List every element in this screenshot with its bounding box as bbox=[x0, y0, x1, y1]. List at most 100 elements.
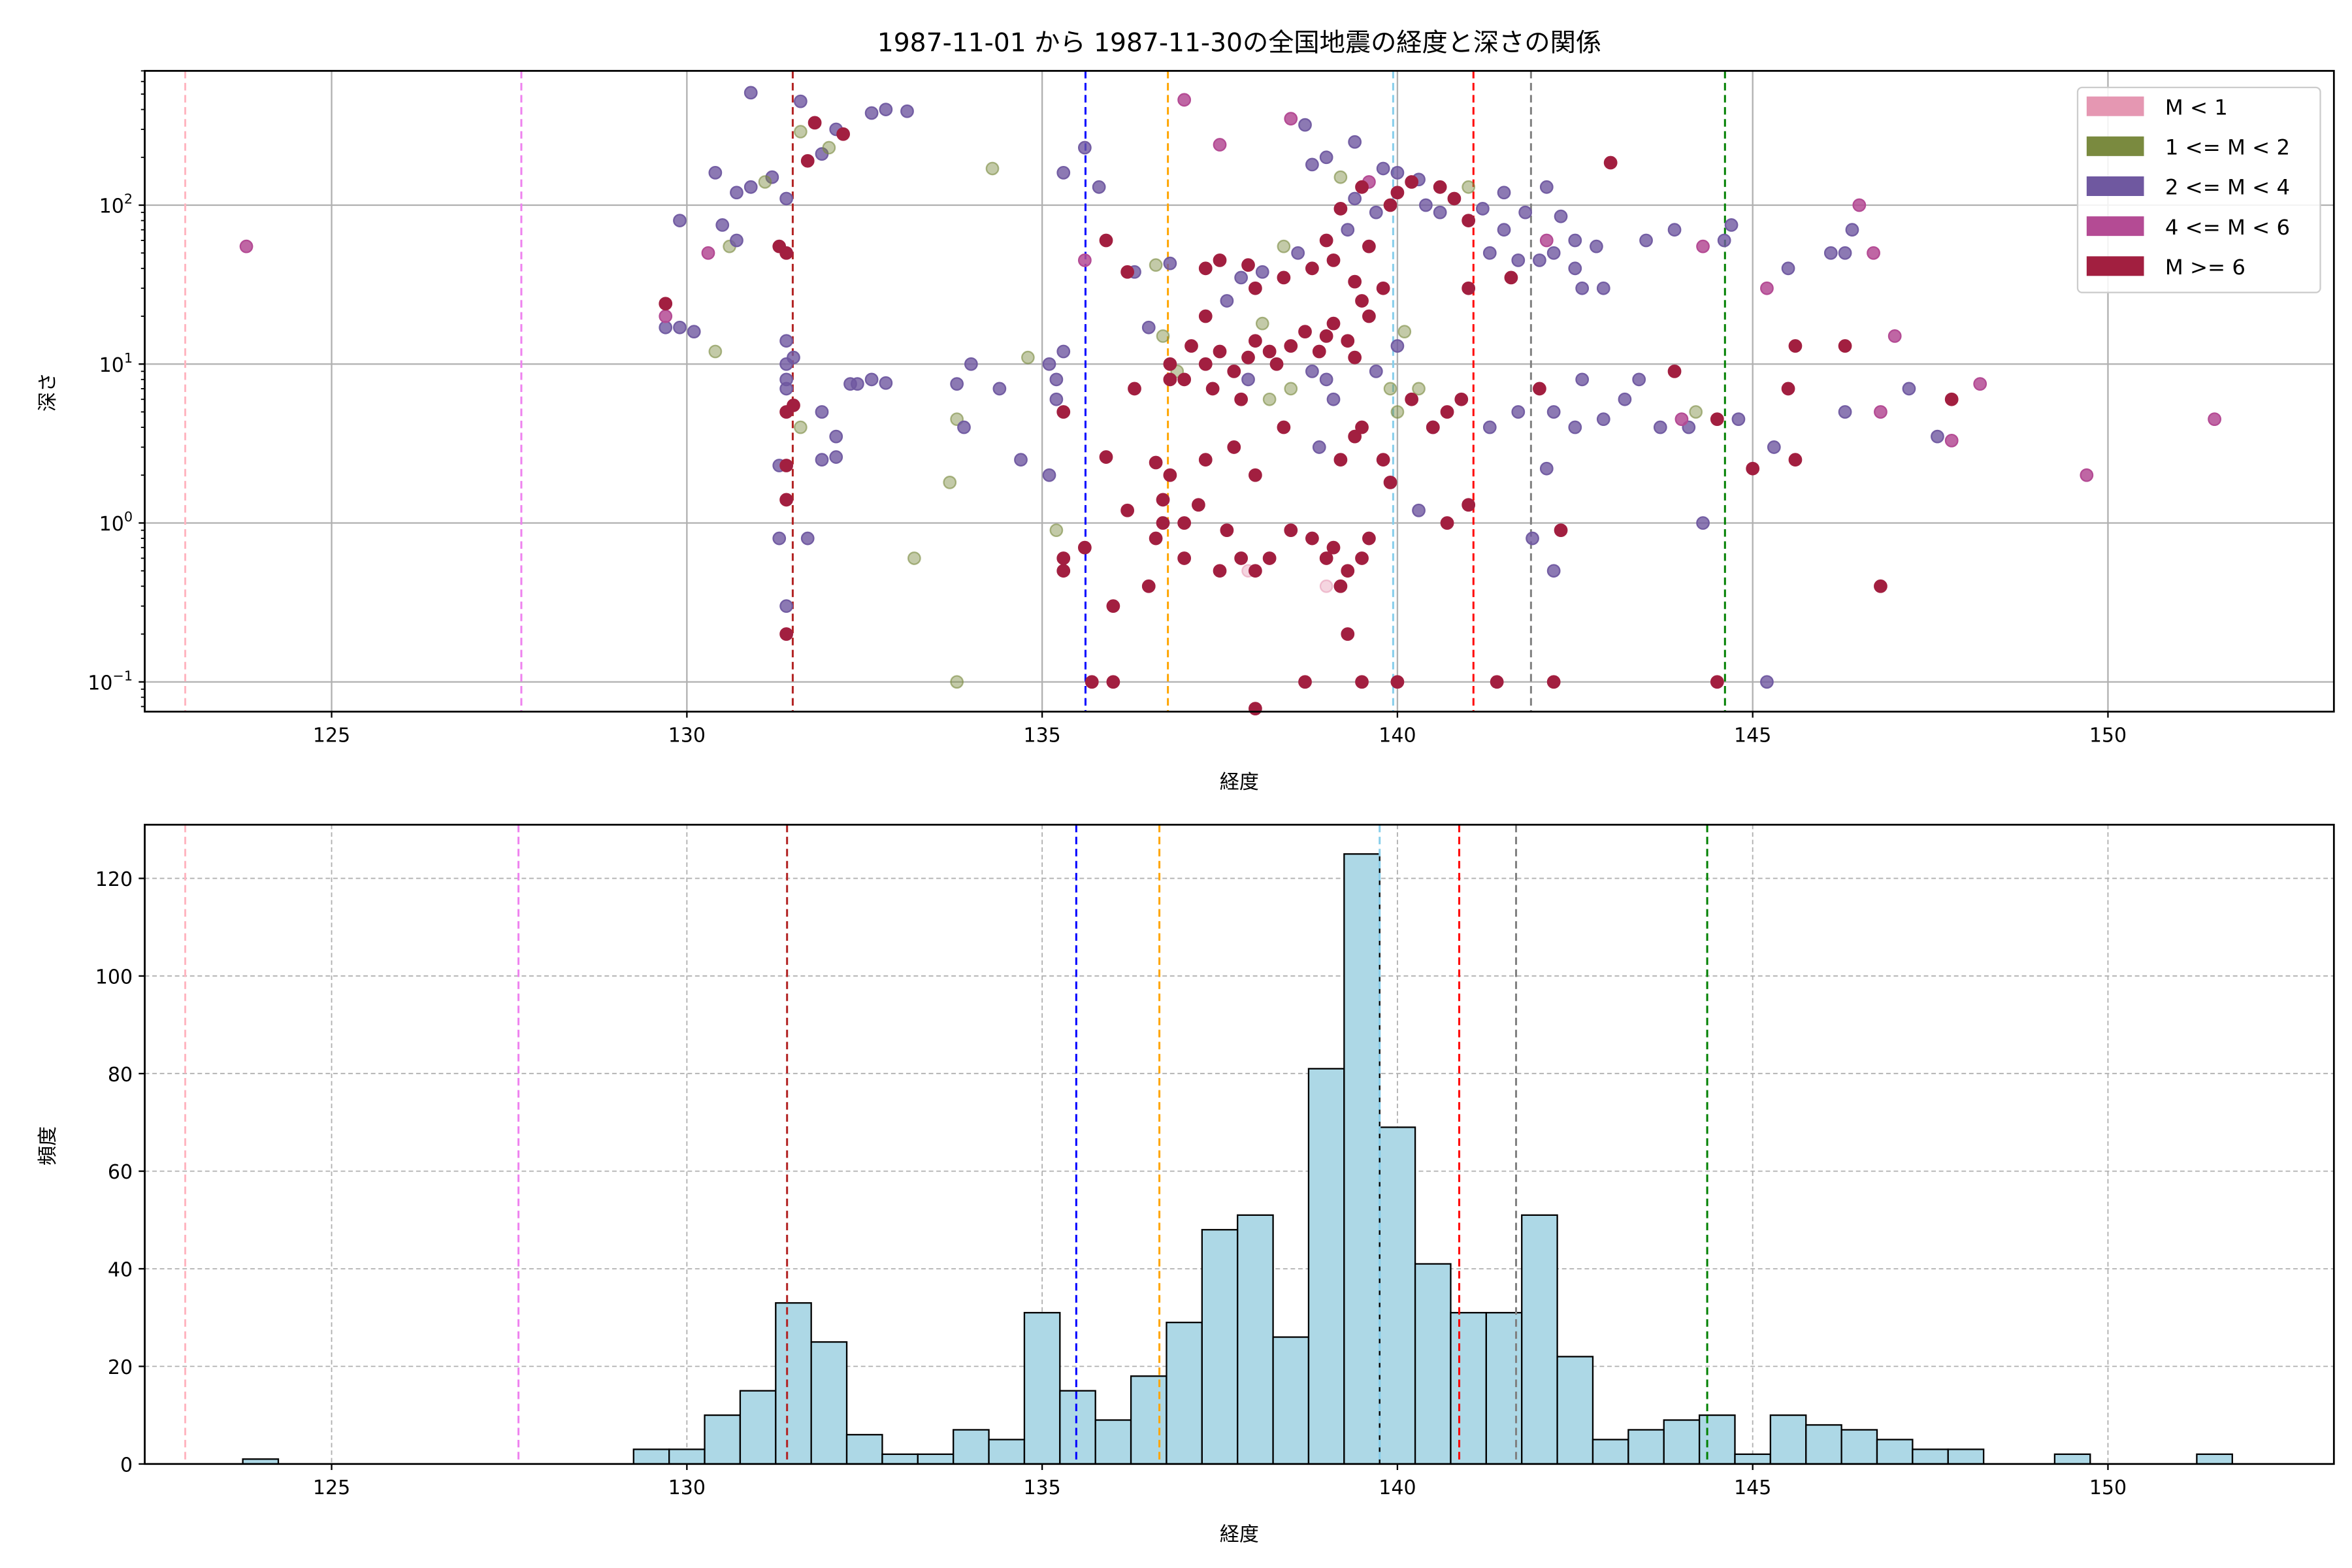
scatter-point bbox=[1348, 191, 1362, 206]
scatter-point bbox=[1944, 392, 1959, 406]
scatter-point bbox=[1546, 675, 1561, 689]
scatter-point bbox=[659, 320, 673, 335]
scatter-point bbox=[1056, 344, 1071, 359]
histogram-bar bbox=[953, 1429, 990, 1465]
scatter-point bbox=[1333, 453, 1348, 467]
scatter-point bbox=[1056, 405, 1071, 419]
histogram-xtick-label: 135 bbox=[1023, 1477, 1060, 1499]
scatter-point bbox=[1255, 316, 1269, 331]
scatter-point bbox=[758, 175, 772, 189]
scatter-point bbox=[1241, 350, 1255, 365]
scatter-point bbox=[1234, 551, 1249, 565]
scatter-point bbox=[1447, 191, 1462, 206]
scatter-point bbox=[1632, 372, 1646, 387]
scatter-point bbox=[1369, 205, 1383, 220]
scatter-point bbox=[1433, 180, 1447, 194]
scatter-point bbox=[743, 180, 758, 194]
scatter-ytick-label: 101 bbox=[99, 350, 133, 377]
scatter-point bbox=[1355, 420, 1369, 434]
scatter-point bbox=[1141, 579, 1156, 593]
scatter-ytick-label: 100 bbox=[99, 509, 133, 536]
scatter-point bbox=[1128, 382, 1141, 396]
histogram-xtick-label: 150 bbox=[2089, 1477, 2127, 1499]
scatter-point bbox=[1653, 420, 1667, 434]
scatter-point bbox=[1838, 246, 1852, 260]
scatter-point bbox=[779, 627, 793, 641]
histogram-ytick-label: 40 bbox=[108, 1259, 133, 1282]
histogram-bar bbox=[1237, 1214, 1274, 1465]
legend: M < 1 1 <= M < 2 2 <= M < 4 4 <= M < 6 M >= … bbox=[2076, 86, 2321, 293]
scatter-point bbox=[1056, 564, 1071, 578]
scatter-point bbox=[808, 116, 822, 130]
scatter-point bbox=[1575, 281, 1590, 295]
scatter-point bbox=[1326, 316, 1341, 331]
scatter-point bbox=[1319, 150, 1333, 165]
histogram-bar bbox=[988, 1439, 1026, 1465]
scatter-point bbox=[1249, 468, 1262, 482]
scatter-point bbox=[1049, 372, 1064, 387]
scatter-point bbox=[1149, 455, 1163, 470]
scatter-xtick-label: 130 bbox=[668, 724, 706, 747]
scatter-point bbox=[1462, 498, 1476, 512]
histogram-xlabel: 経度 bbox=[1220, 1523, 1259, 1546]
scatter-point bbox=[1326, 253, 1341, 267]
scatter-point bbox=[1426, 420, 1440, 434]
scatter-point bbox=[1184, 339, 1198, 353]
scatter-point bbox=[1298, 118, 1312, 132]
scatter-point bbox=[1227, 440, 1241, 454]
scatter-point bbox=[1887, 329, 1902, 343]
scatter-point bbox=[1077, 540, 1092, 555]
scatter-point bbox=[1241, 372, 1255, 387]
scatter-point bbox=[659, 297, 673, 311]
scatter-point bbox=[793, 420, 808, 434]
histogram-bar bbox=[632, 1448, 670, 1465]
scatter-point bbox=[1539, 461, 1554, 476]
scatter-point bbox=[1262, 551, 1277, 565]
histogram-xtick-label: 140 bbox=[1379, 1477, 1416, 1499]
scatter-point bbox=[864, 372, 879, 387]
scatter-point bbox=[779, 334, 793, 348]
scatter-point bbox=[1049, 523, 1064, 538]
histogram-bar bbox=[1805, 1424, 1842, 1465]
scatter-point bbox=[1277, 420, 1291, 434]
legend-swatch bbox=[2086, 96, 2144, 116]
scatter-point bbox=[1298, 325, 1312, 338]
scatter-point bbox=[779, 493, 793, 507]
scatter-point bbox=[1390, 339, 1405, 353]
histogram-bar bbox=[1414, 1263, 1452, 1465]
scatter-point bbox=[1156, 493, 1170, 507]
scatter-point bbox=[1319, 233, 1333, 248]
scatter-point bbox=[1198, 357, 1213, 371]
histogram-bar bbox=[1166, 1322, 1203, 1465]
scatter-point bbox=[1269, 357, 1284, 371]
legend-label: M < 1 bbox=[2165, 95, 2228, 120]
scatter-point bbox=[950, 377, 964, 391]
histogram-bar bbox=[668, 1448, 706, 1465]
scatter-point bbox=[730, 233, 743, 248]
scatter-point bbox=[1056, 551, 1071, 565]
scatter-point bbox=[1277, 239, 1291, 253]
scatter-point bbox=[701, 246, 715, 260]
scatter-point bbox=[1326, 392, 1341, 406]
scatter-point bbox=[1213, 564, 1227, 578]
scatter-point bbox=[1120, 503, 1135, 517]
histogram-xtick-label: 125 bbox=[313, 1477, 350, 1499]
histogram-ticks: 125 130 135 140 145 150 0 20 40 60 80 100 120 bbox=[95, 868, 2127, 1499]
scatter-point bbox=[743, 86, 758, 100]
scatter-point bbox=[1504, 270, 1518, 285]
scatter-point bbox=[1177, 372, 1192, 387]
histogram-ylabel: 頻度 bbox=[37, 1126, 59, 1166]
scatter-point bbox=[1305, 531, 1319, 546]
histogram-bar bbox=[775, 1302, 812, 1465]
scatter-xtick-label: 150 bbox=[2089, 724, 2127, 747]
scatter-point bbox=[779, 372, 793, 387]
legend-swatch bbox=[2086, 136, 2144, 156]
scatter-point bbox=[829, 429, 843, 444]
scatter-point bbox=[1482, 420, 1497, 434]
scatter-point bbox=[1369, 364, 1383, 378]
scatter-point bbox=[1838, 405, 1852, 419]
scatter-point bbox=[2208, 412, 2221, 426]
scatter-point bbox=[793, 94, 808, 108]
histogram-bars bbox=[242, 853, 2233, 1465]
